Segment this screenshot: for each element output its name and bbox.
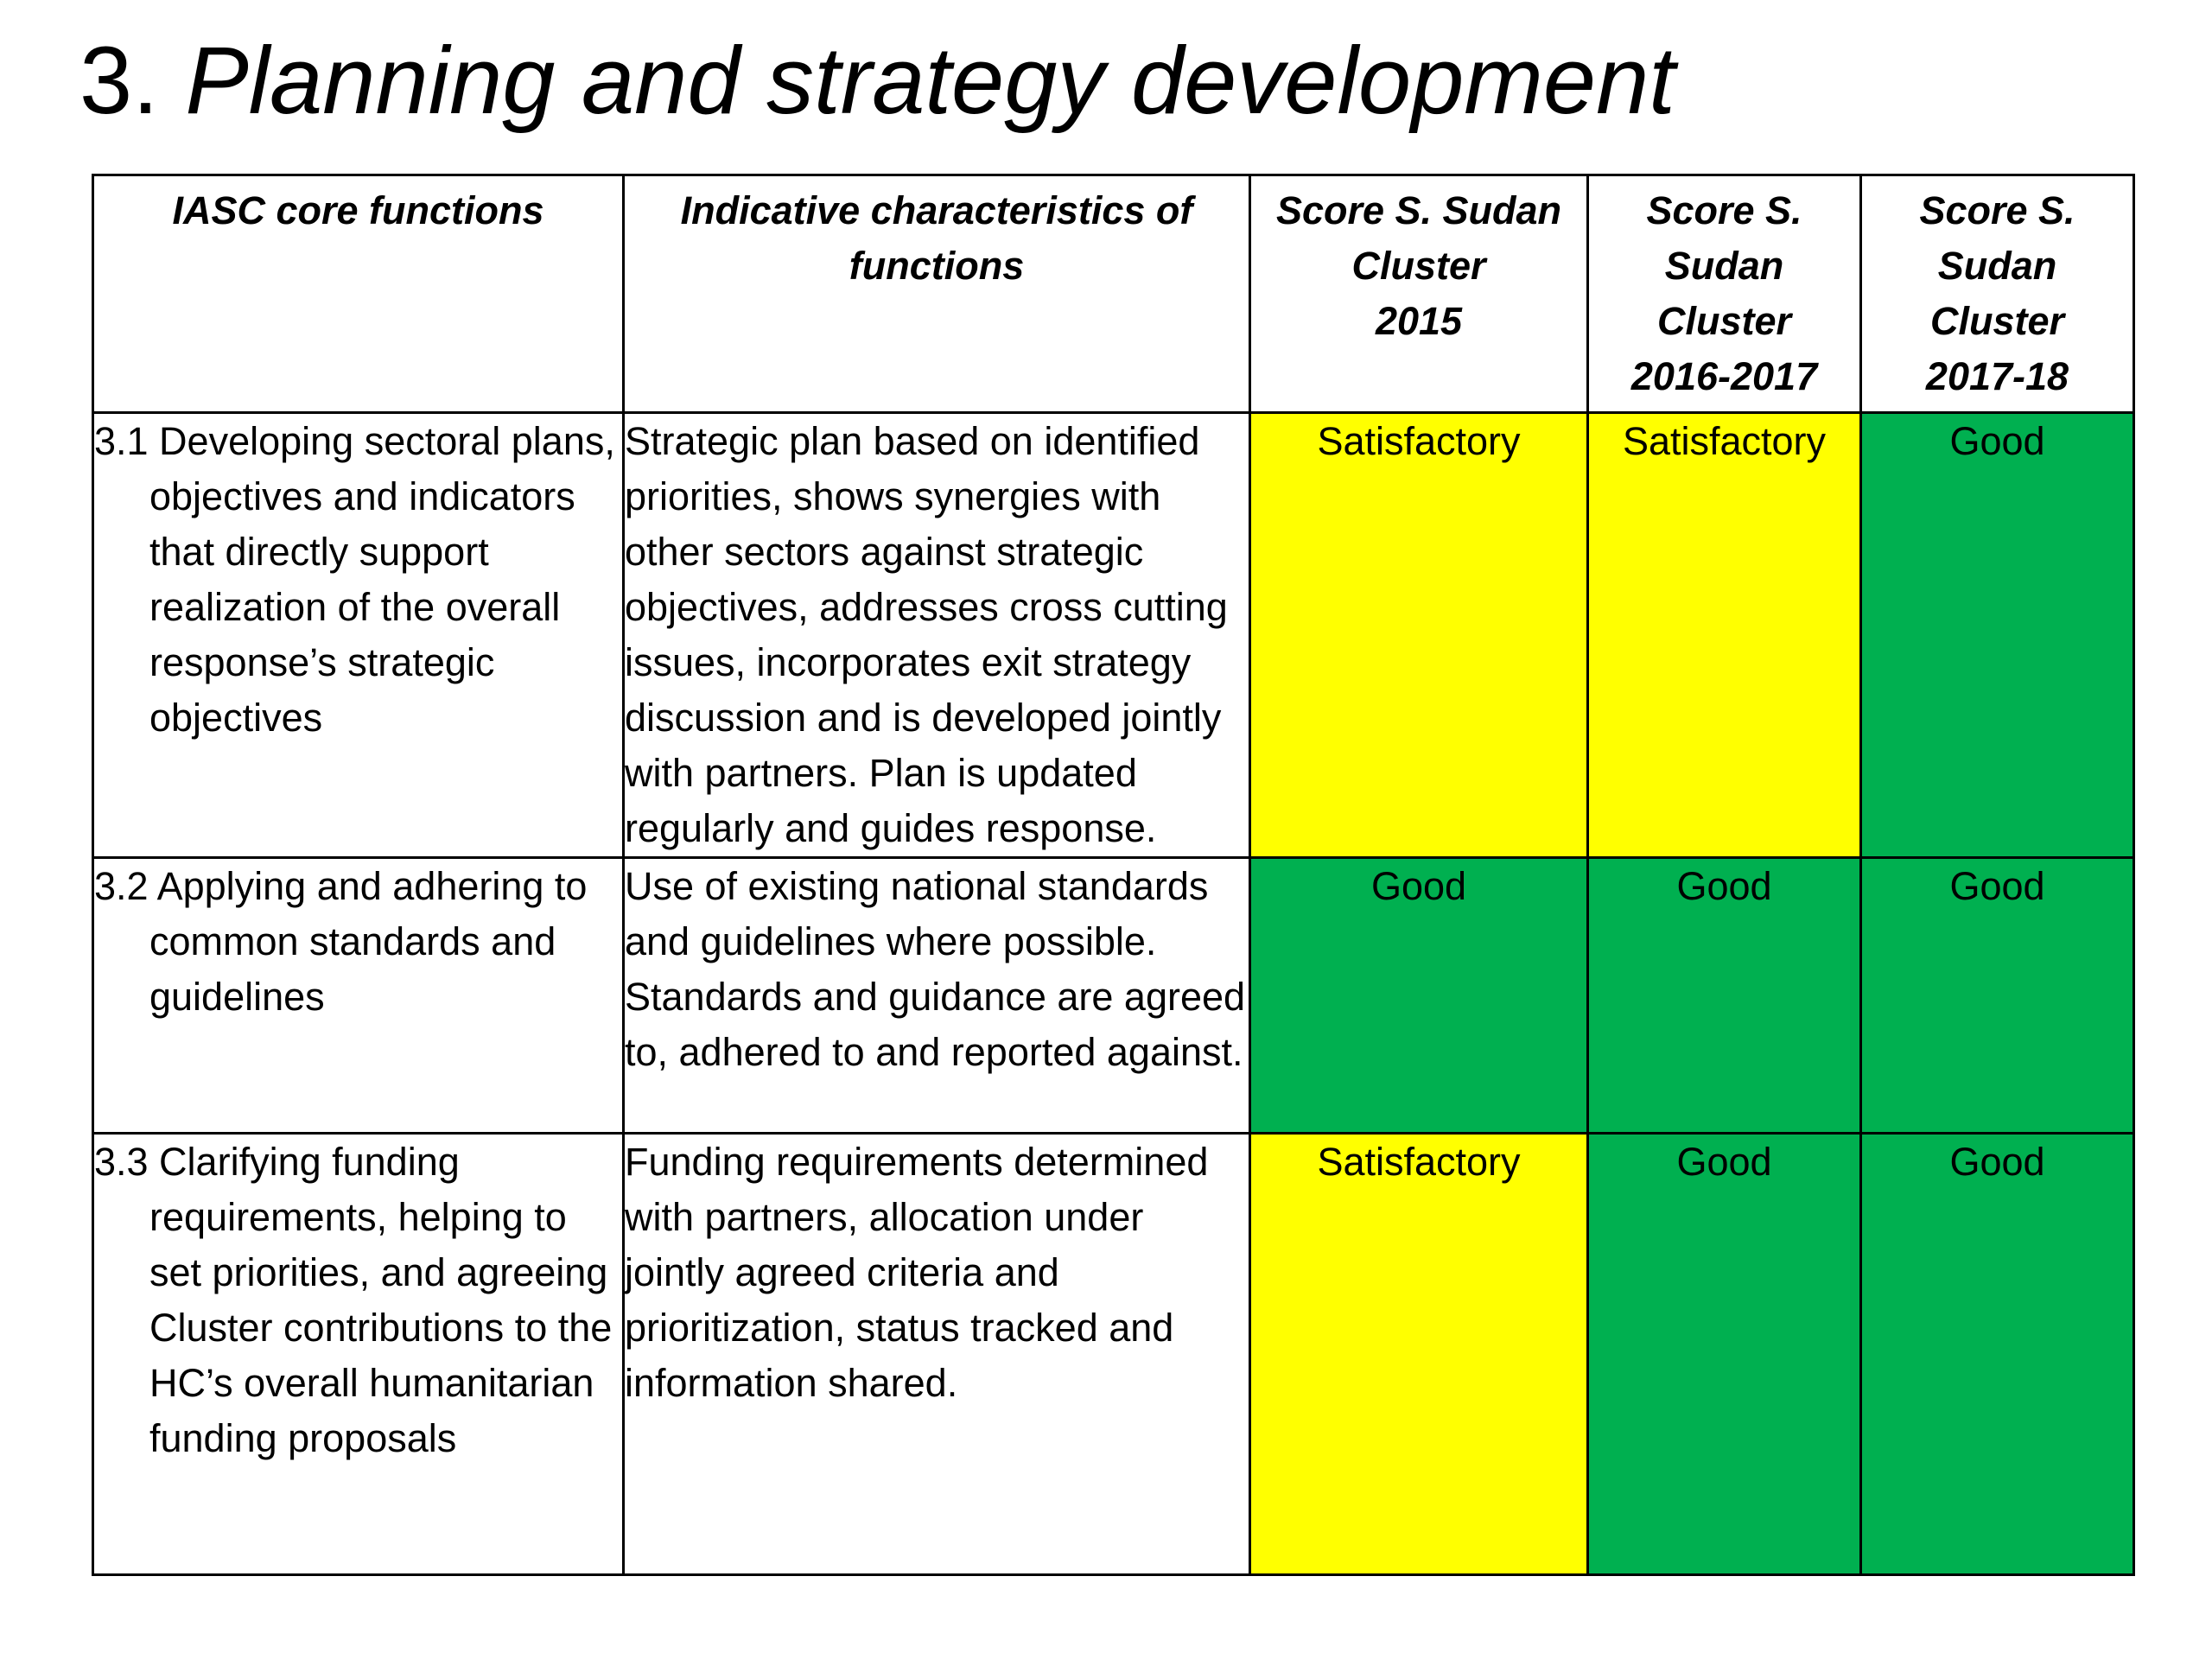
header-score-2015: Score S. Sudan Cluster 2015 — [1249, 174, 1589, 414]
score-2016-2017-cell: Satisfactory — [1586, 411, 1862, 859]
header-score-2017-18: Score S. Sudan Cluster 2017-18 — [1859, 174, 2135, 414]
assessment-table: IASC core functions Indicative character… — [92, 174, 2135, 1576]
title-number: 3. — [79, 28, 159, 134]
score-2015-cell: Satisfactory — [1249, 1132, 1589, 1576]
characteristics-cell: Funding requirements determined with par… — [622, 1132, 1251, 1576]
score-2015-cell: Satisfactory — [1249, 411, 1589, 859]
header-score-2016-2017: Score S. Sudan Cluster 2016-2017 — [1586, 174, 1862, 414]
page-title: 3. Planning and strategy development — [79, 24, 1675, 138]
score-2017-18-cell: Good — [1859, 856, 2135, 1135]
header-indicative-characteristics: Indicative characteristics of functions — [622, 174, 1251, 414]
header-core-functions: IASC core functions — [92, 174, 625, 414]
characteristics-cell: Strategic plan based on identified prior… — [622, 411, 1251, 859]
function-cell: 3.2 Applying and adhering to common stan… — [92, 856, 625, 1135]
title-text: Planning and strategy development — [185, 28, 1675, 134]
function-cell: 3.3 Clarifying funding requirements, hel… — [92, 1132, 625, 1576]
table-row: 3.2 Applying and adhering to common stan… — [92, 856, 2135, 1135]
score-2017-18-cell: Good — [1859, 1132, 2135, 1576]
table-row: 3.3 Clarifying funding requirements, hel… — [92, 1132, 2135, 1576]
characteristics-cell: Use of existing national standards and g… — [622, 856, 1251, 1135]
score-2017-18-cell: Good — [1859, 411, 2135, 859]
table-row: 3.1 Developing sectoral plans, objective… — [92, 411, 2135, 859]
score-2016-2017-cell: Good — [1586, 1132, 1862, 1576]
function-cell: 3.1 Developing sectoral plans, objective… — [92, 411, 625, 859]
score-2015-cell: Good — [1249, 856, 1589, 1135]
score-2016-2017-cell: Good — [1586, 856, 1862, 1135]
table-header-row: IASC core functions Indicative character… — [92, 174, 2135, 414]
